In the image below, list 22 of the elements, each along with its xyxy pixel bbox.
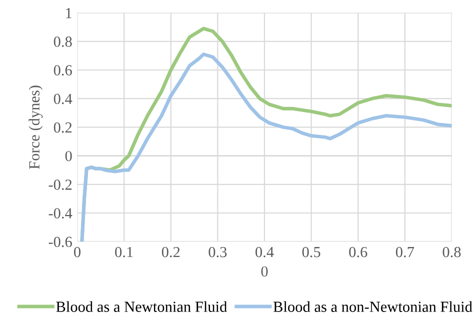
x-tick-label: 0.1 [115, 246, 133, 258]
x-tick-label: 0.2 [162, 246, 180, 258]
y-tick-label: 0 [65, 150, 72, 162]
x-tick-label: 0.6 [349, 246, 368, 258]
x-tick-label: 0.4 [256, 246, 274, 258]
y-tick-label: 0.4 [54, 94, 72, 104]
y-tick-label: 0.8 [54, 36, 72, 47]
y-tick-label: -0.6 [48, 236, 72, 248]
y-tick-label: 0.6 [54, 65, 72, 76]
legend-label: Blood as a Newtonian Fluid [56, 301, 227, 312]
y-tick-label: 0.2 [54, 122, 72, 133]
y-tick-label: -0.2 [48, 180, 72, 190]
x-tick-label: 0.3 [208, 246, 227, 258]
legend-label: Blood as a non-Newtonian Fluid [273, 301, 472, 312]
y-axis-title: Force (dynes) [28, 86, 43, 169]
x-tick-label: 0.8 [442, 246, 461, 258]
x-tick-label: 0.5 [302, 246, 320, 258]
x-tick-label: 0.7 [396, 246, 414, 258]
x-axis-title: 0 [261, 266, 268, 277]
y-tick-label: -0.4 [48, 208, 72, 219]
y-tick-label: 1 [66, 8, 72, 18]
x-tick-label: 0 [74, 246, 80, 258]
